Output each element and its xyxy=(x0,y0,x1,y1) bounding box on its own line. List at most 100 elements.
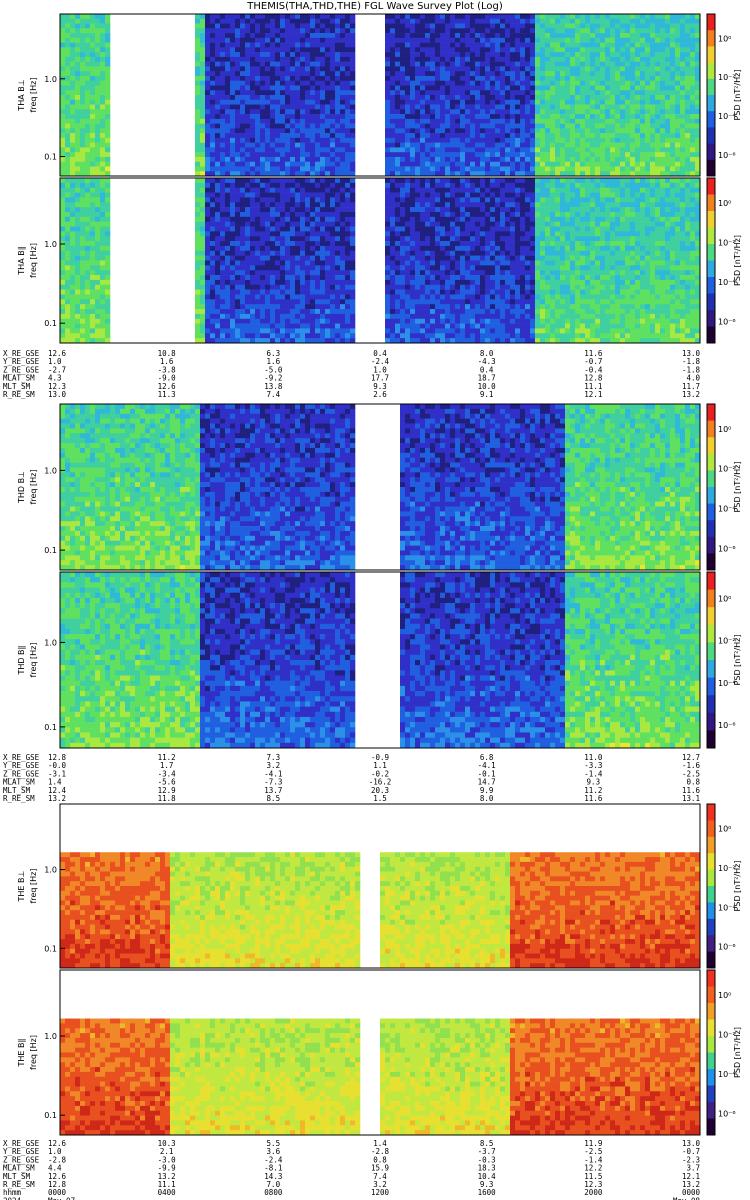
colorbar-tick-label: 10⁰ xyxy=(718,425,731,434)
colorbar: 10⁰ 10⁻² 10⁻⁴ 10⁻⁶ PSD [nT²/Hz] xyxy=(706,571,742,749)
ephemeris-row-label: X_RE_GSE xyxy=(3,753,40,762)
panel-label: THE B⊥ xyxy=(17,870,26,902)
ephemeris-row-label: MLT_SM xyxy=(3,786,31,795)
ephemeris-value: 0.8 xyxy=(373,1155,387,1164)
colorbar-tick-label: 10⁻² xyxy=(718,637,736,646)
ephemeris-value: 11.0 xyxy=(584,753,603,762)
ephemeris-value: 12.3 xyxy=(584,1180,602,1189)
colorbar: 10⁰ 10⁻² 10⁻⁴ 10⁻⁶ PSD [nT²/Hz] xyxy=(706,969,742,1136)
ephemeris-value: -3.7 xyxy=(478,1147,496,1156)
panel-frame xyxy=(59,571,701,749)
ephemeris-value: 7.3 xyxy=(267,753,281,762)
ephemeris-value: -9.0 xyxy=(158,374,177,383)
ephemeris-value: 7.4 xyxy=(373,1172,387,1181)
y-tick-label: 0.1 xyxy=(44,546,57,555)
ephemeris-value: 3.6 xyxy=(267,1147,281,1156)
ephemeris-value: 10.4 xyxy=(478,1172,497,1181)
ephemeris-value: 2000 xyxy=(584,1188,603,1197)
plot-title: THEMIS(THA,THD,THE) FGL Wave Survey Plot… xyxy=(0,1,750,12)
ephemeris-value: 12.7 xyxy=(682,753,700,762)
y-tick-label: 0.1 xyxy=(44,1111,57,1120)
colorbar-tick-label: 10⁰ xyxy=(718,34,731,43)
ephemeris-value: 11.6 xyxy=(584,794,603,803)
ephemeris-value: 12.3 xyxy=(48,382,66,391)
ephemeris-value: -4.1 xyxy=(264,769,282,778)
panel-frame xyxy=(59,177,701,344)
colorbar-tick-label: 10⁻⁴ xyxy=(718,278,736,287)
ephemeris-value: 0400 xyxy=(158,1188,177,1197)
ephemeris-value: -8.1 xyxy=(264,1164,282,1173)
ephemeris-value: 15.9 xyxy=(371,1164,389,1173)
ephemeris-row-label: R_RE_SM xyxy=(3,1180,35,1189)
colorbar-frame xyxy=(706,969,716,1136)
ephemeris-value: 18.3 xyxy=(478,1164,496,1173)
ephemeris-value: 7.4 xyxy=(267,390,281,399)
ephemeris-value: 9.3 xyxy=(587,778,601,787)
ephemeris-value: -5.6 xyxy=(158,778,177,787)
ephemeris-value: 1.6 xyxy=(160,357,174,366)
ephemeris-value: -2.4 xyxy=(371,357,390,366)
ephemeris-value: 11.1 xyxy=(584,382,602,391)
ephemeris-value: 1.6 xyxy=(267,357,281,366)
ephemeris-value: 7.0 xyxy=(267,1180,281,1189)
ephemeris-value: 10.0 xyxy=(478,382,497,391)
colorbar-tick-label: 10⁰ xyxy=(718,825,731,834)
ephemeris-value: 13.2 xyxy=(682,1180,700,1189)
ephemeris-value: -0.2 xyxy=(371,769,389,778)
ephemeris-value: 12.2 xyxy=(584,1164,602,1173)
ephemeris-value: 18.7 xyxy=(478,374,496,383)
y-tick-label: 0.1 xyxy=(44,153,57,162)
ephemeris-value: 10.3 xyxy=(158,1139,176,1148)
ephemeris-value: 3.7 xyxy=(686,1164,700,1173)
ephemeris-value: 12.1 xyxy=(584,390,602,399)
axis-unit-label: freq [Hz] xyxy=(29,78,38,113)
colorbar-tick-label: 10⁻² xyxy=(718,1030,736,1039)
ephemeris-value: 0800 xyxy=(264,1188,283,1197)
colorbar-label: PSD [nT²/Hz] xyxy=(733,235,742,286)
ephemeris-value: 0.8 xyxy=(686,778,700,787)
ephemeris-value: 8.0 xyxy=(480,349,494,358)
y-tick-label: 1.0 xyxy=(44,240,57,249)
ephemeris-value: 1.4 xyxy=(48,778,62,787)
spectrogram-panel-1: 1.0 0.1 THA B⊥ freq [Hz] 10⁰ 10⁻² 10⁻⁴ 10⁻⁶ PSD … xyxy=(17,13,742,177)
ephemeris-value: -3.4 xyxy=(158,769,177,778)
ephemeris-row-label: MLT_SM xyxy=(3,382,31,391)
ephemeris-row-label: 2024 xyxy=(3,1196,22,1200)
colorbar-label: PSD [nT²/Hz] xyxy=(733,1027,742,1078)
ephemeris-value: -9.9 xyxy=(158,1164,176,1173)
ephemeris-value: -16.2 xyxy=(369,778,392,787)
spectrogram-panel-6: 1.0 0.1 THE B∥ freq [Hz] 10⁰ 10⁻² 10⁻⁴ 10⁻⁶ PSD … xyxy=(17,969,742,1136)
colorbar: 10⁰ 10⁻² 10⁻⁴ 10⁻⁶ PSD [nT²/Hz] xyxy=(706,177,742,344)
ephemeris-value: -1.4 xyxy=(584,769,603,778)
ephemeris-value: 5.5 xyxy=(267,1139,281,1148)
ephemeris-value: 13.0 xyxy=(48,390,67,399)
ephemeris-value: -2.4 xyxy=(264,1155,283,1164)
ephemeris-value: 12.1 xyxy=(682,1172,700,1181)
ephemeris-value: 12.8 xyxy=(584,374,603,383)
ephemeris-value: -0.7 xyxy=(584,357,602,366)
ephemeris-value: 12.8 xyxy=(48,1180,67,1189)
ephemeris-value: 0000 xyxy=(48,1188,67,1197)
axis-unit-label: freq [Hz] xyxy=(29,869,38,904)
ephemeris-value: 0000 xyxy=(682,1188,701,1197)
ephemeris-value: May 08 xyxy=(673,1196,701,1200)
ephemeris-value: -5.0 xyxy=(264,365,283,374)
ephemeris-value: 12.6 xyxy=(48,349,67,358)
y-tick-label: 1.0 xyxy=(44,866,57,875)
ephemeris-value: -3.1 xyxy=(48,769,66,778)
colorbar-tick-label: 10⁰ xyxy=(718,199,731,208)
y-tick-label: 1.0 xyxy=(44,466,57,475)
colorbar-tick-label: 10⁻⁴ xyxy=(718,505,736,514)
colorbar-tick-label: 10⁻⁶ xyxy=(718,544,736,553)
ephemeris-value: -2.8 xyxy=(48,1155,67,1164)
colorbar-tick-label: 10⁻⁶ xyxy=(718,318,736,327)
ephemeris-row-label: MLAT_SM xyxy=(3,778,35,787)
ephemeris-row-label: MLAT_SM xyxy=(3,1164,35,1173)
ephemeris-value: -2.8 xyxy=(371,1147,390,1156)
ephemeris-row-label: X_RE_GSE xyxy=(3,1139,40,1148)
ephemeris-value: -1.4 xyxy=(584,1155,603,1164)
ephemeris-value: -1.8 xyxy=(682,357,701,366)
ephemeris-value: -0.0 xyxy=(48,761,67,770)
ephemeris-value: 12.6 xyxy=(48,1172,67,1181)
ephemeris-value: -4.1 xyxy=(478,761,496,770)
